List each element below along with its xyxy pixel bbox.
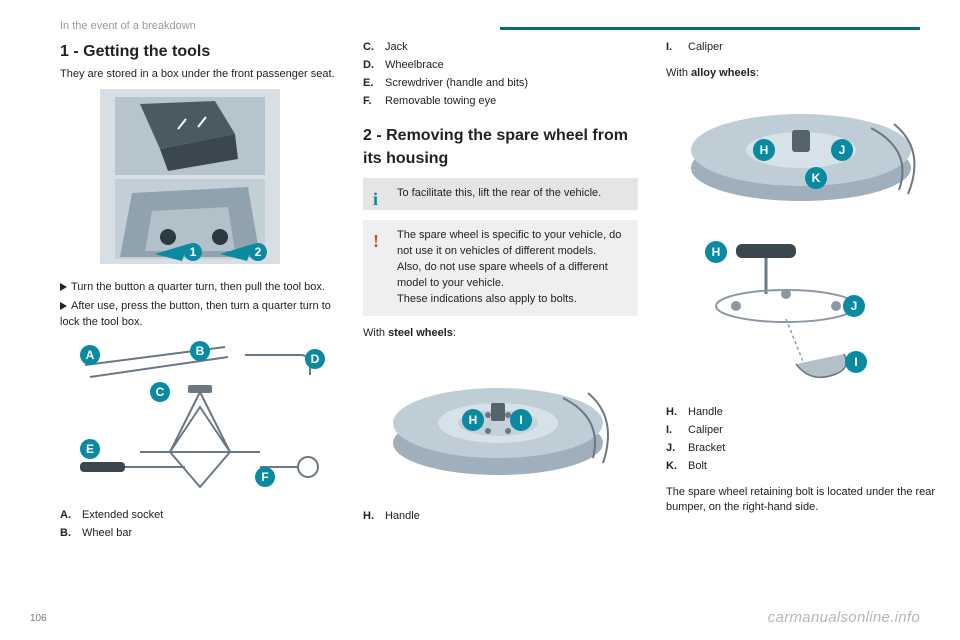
alloy-wheel-illustration: H J K [666, 88, 941, 224]
label-b: B [196, 344, 205, 358]
label-j-fig: J [851, 299, 858, 313]
legend-f: F.Removable towing eye [363, 94, 638, 110]
label-c: C [156, 385, 165, 399]
warning-callout: ! The spare wheel is specific to your ve… [363, 220, 638, 316]
steel-wheels-label: With steel wheels: [363, 326, 638, 342]
label-h-steel: H [469, 413, 478, 427]
legend-d: D.Wheelbrace [363, 58, 638, 74]
header-rule [500, 27, 920, 30]
bullet-icon [60, 302, 67, 310]
legend-k3: K.Bolt [666, 459, 941, 475]
label-k-alloy: K [812, 171, 821, 185]
column-3: I.Caliper With alloy wheels: H J K [666, 40, 941, 600]
manual-page: In the event of a breakdown 1 - Getting … [0, 0, 960, 640]
legend-a: A.Extended socket [60, 508, 335, 524]
retainer-illustration: H J I [666, 234, 941, 395]
legend-i-top: I.Caliper [666, 40, 941, 56]
storage-illustration: 1 2 [60, 89, 335, 270]
heading-getting-tools: 1 - Getting the tools [60, 40, 335, 63]
columns: 1 - Getting the tools They are stored in… [60, 40, 920, 600]
label-j-alloy: J [839, 143, 846, 157]
callout-1: 1 [190, 245, 197, 259]
label-e: E [86, 442, 94, 456]
watermark: carmanualsonline.info [768, 609, 920, 626]
steel-wheel-illustration: H I [363, 348, 638, 499]
legend-h3: H.Handle [666, 405, 941, 421]
warning-icon: ! [373, 228, 379, 254]
label-h-fig: H [712, 245, 721, 259]
info-callout: i To facilitate this, lift the rear of t… [363, 178, 638, 210]
legend-i3: I.Caliper [666, 423, 941, 439]
instruction-1: Turn the button a quarter turn, then pul… [60, 280, 335, 296]
column-1: 1 - Getting the tools They are stored in… [60, 40, 335, 600]
label-h-alloy: H [760, 143, 769, 157]
instruction-2: After use, press the button, then turn a… [60, 299, 335, 331]
intro-text: They are stored in a box under the front… [60, 67, 335, 83]
heading-removing-spare: 2 - Removing the spare wheel from its ho… [363, 124, 638, 170]
label-i-fig: I [854, 355, 857, 369]
retaining-bolt-note: The spare wheel retaining bolt is locate… [666, 485, 941, 517]
info-icon: i [373, 186, 378, 212]
warning-text: The spare wheel is specific to your vehi… [397, 229, 621, 305]
label-i-steel: I [519, 413, 522, 427]
alloy-wheels-label: With alloy wheels: [666, 66, 941, 82]
page-number: 106 [30, 613, 47, 624]
legend-h: H.Handle [363, 509, 638, 525]
label-d: D [311, 352, 320, 366]
callout-2: 2 [255, 245, 262, 259]
legend-j3: J.Bracket [666, 441, 941, 457]
legend-b: B.Wheel bar [60, 526, 335, 542]
label-f: F [261, 470, 268, 484]
label-a: A [86, 348, 95, 362]
tools-illustration: A B C D E F [60, 337, 335, 498]
bullet-icon [60, 283, 67, 291]
breadcrumb: In the event of a breakdown [60, 20, 920, 32]
legend-e: E.Screwdriver (handle and bits) [363, 76, 638, 92]
column-2: C.Jack D.Wheelbrace E.Screwdriver (handl… [363, 40, 638, 600]
info-text: To facilitate this, lift the rear of the… [397, 187, 601, 199]
legend-c: C.Jack [363, 40, 638, 56]
